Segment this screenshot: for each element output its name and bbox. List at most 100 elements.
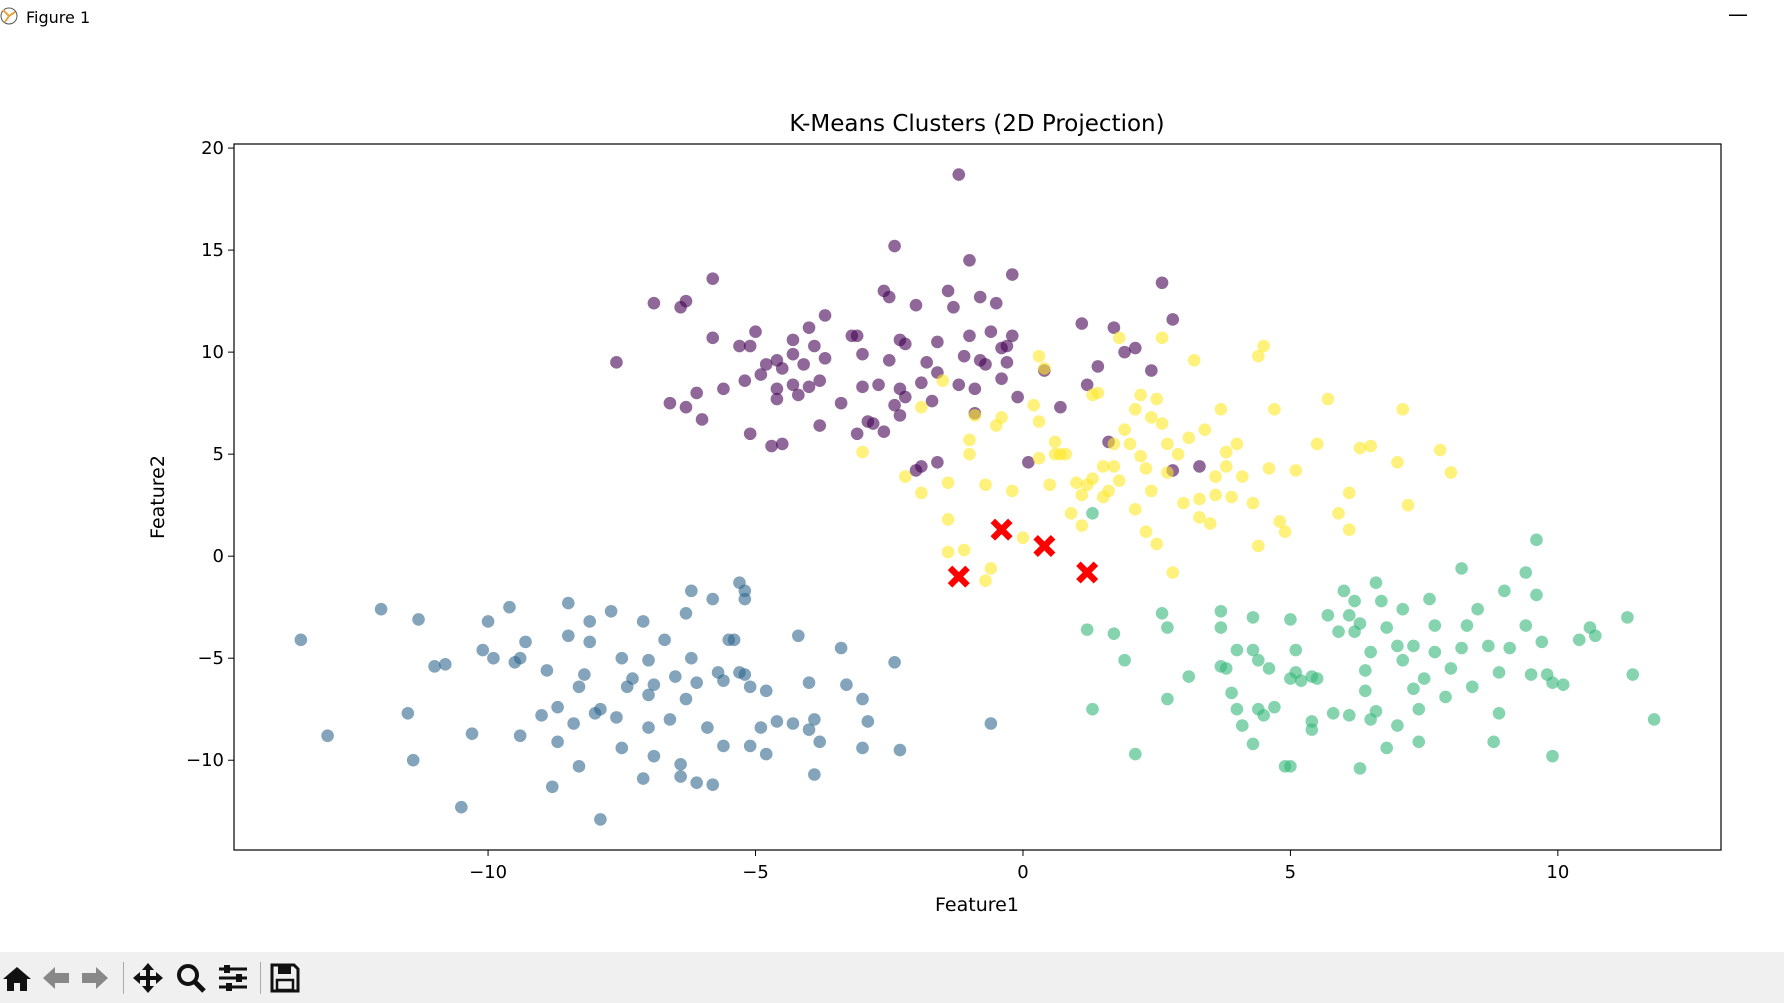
home-icon[interactable] bbox=[0, 961, 34, 995]
data-point bbox=[706, 272, 720, 285]
data-point bbox=[695, 413, 709, 426]
data-point bbox=[1112, 331, 1126, 345]
data-point bbox=[465, 727, 479, 740]
data-point bbox=[733, 339, 746, 353]
data-point bbox=[668, 670, 682, 683]
data-point bbox=[1262, 462, 1276, 475]
data-point bbox=[487, 651, 500, 665]
minimize-button[interactable]: — bbox=[1728, 2, 1748, 26]
data-point bbox=[957, 349, 971, 363]
data-point bbox=[636, 772, 650, 785]
data-point bbox=[1209, 470, 1222, 483]
data-point bbox=[1342, 523, 1356, 536]
data-point bbox=[1161, 621, 1174, 634]
data-point bbox=[1118, 423, 1131, 436]
data-point bbox=[802, 723, 816, 736]
data-point bbox=[1503, 641, 1517, 655]
data-point bbox=[626, 672, 639, 685]
data-point bbox=[1005, 329, 1019, 343]
data-point bbox=[658, 633, 671, 647]
data-point bbox=[1128, 341, 1142, 355]
data-point bbox=[1546, 676, 1559, 689]
data-point bbox=[813, 735, 827, 749]
data-point bbox=[808, 339, 821, 353]
data-point bbox=[1155, 276, 1169, 290]
data-point bbox=[963, 254, 976, 267]
data-point bbox=[963, 447, 976, 461]
save-icon[interactable] bbox=[268, 961, 302, 995]
data-point bbox=[679, 692, 693, 706]
data-point bbox=[1380, 621, 1393, 634]
forward-icon[interactable] bbox=[78, 961, 112, 995]
data-point bbox=[1284, 613, 1297, 626]
data-point bbox=[551, 735, 564, 749]
data-point bbox=[1214, 402, 1228, 416]
zoom-icon[interactable] bbox=[174, 961, 208, 995]
data-point bbox=[1134, 449, 1147, 463]
data-point bbox=[1257, 709, 1270, 722]
data-point bbox=[706, 778, 720, 792]
data-point bbox=[1005, 484, 1019, 498]
data-point bbox=[428, 660, 441, 673]
data-point bbox=[1519, 566, 1533, 579]
data-point bbox=[968, 382, 982, 396]
pan-icon[interactable] bbox=[131, 961, 165, 995]
centroids bbox=[947, 518, 1099, 588]
data-point bbox=[802, 676, 816, 689]
data-point bbox=[861, 715, 875, 728]
data-point bbox=[1460, 619, 1474, 632]
y-tick-label: 10 bbox=[201, 342, 224, 363]
window-title: Figure 1 bbox=[26, 8, 91, 27]
data-point bbox=[984, 325, 998, 339]
data-point bbox=[513, 651, 527, 665]
data-point bbox=[1107, 627, 1121, 641]
data-point bbox=[642, 721, 655, 734]
data-point bbox=[1161, 692, 1174, 706]
data-point bbox=[663, 396, 677, 410]
data-point bbox=[968, 409, 982, 422]
data-point bbox=[1487, 735, 1500, 749]
data-point bbox=[1000, 356, 1014, 369]
data-point bbox=[1364, 439, 1377, 453]
data-point bbox=[856, 347, 869, 361]
data-point bbox=[717, 674, 730, 687]
data-point bbox=[1273, 515, 1287, 528]
data-point bbox=[374, 602, 388, 616]
back-icon[interactable] bbox=[39, 961, 73, 995]
data-point bbox=[915, 486, 928, 500]
data-point bbox=[1219, 445, 1233, 459]
data-point bbox=[674, 758, 687, 771]
data-point bbox=[1230, 643, 1244, 657]
data-point bbox=[813, 419, 827, 432]
data-point bbox=[1155, 417, 1169, 430]
data-point bbox=[749, 325, 762, 339]
y-tick-label: 0 bbox=[213, 546, 224, 567]
data-point bbox=[1353, 441, 1367, 455]
data-point bbox=[679, 400, 693, 414]
data-point bbox=[1150, 537, 1163, 551]
data-point bbox=[706, 331, 720, 345]
series-cluster-0 bbox=[610, 168, 1206, 477]
data-point bbox=[401, 706, 415, 720]
data-point bbox=[1471, 602, 1484, 616]
data-point bbox=[1257, 339, 1270, 353]
data-point bbox=[738, 374, 752, 387]
data-point bbox=[701, 721, 714, 734]
data-point bbox=[743, 739, 757, 753]
series-cluster-3 bbox=[856, 331, 1458, 587]
data-point bbox=[1096, 460, 1110, 473]
data-point bbox=[647, 678, 661, 692]
data-point bbox=[1423, 592, 1436, 606]
configure-subplots-icon[interactable] bbox=[216, 961, 250, 995]
data-point bbox=[594, 702, 607, 716]
data-point bbox=[1048, 435, 1062, 449]
data-point bbox=[1016, 531, 1030, 545]
data-point bbox=[1358, 684, 1372, 698]
data-point bbox=[770, 392, 784, 406]
data-point bbox=[877, 425, 891, 439]
data-point bbox=[1059, 447, 1073, 461]
data-point bbox=[936, 374, 950, 387]
data-point bbox=[1396, 653, 1410, 667]
data-point bbox=[738, 592, 752, 606]
data-point bbox=[931, 335, 944, 349]
